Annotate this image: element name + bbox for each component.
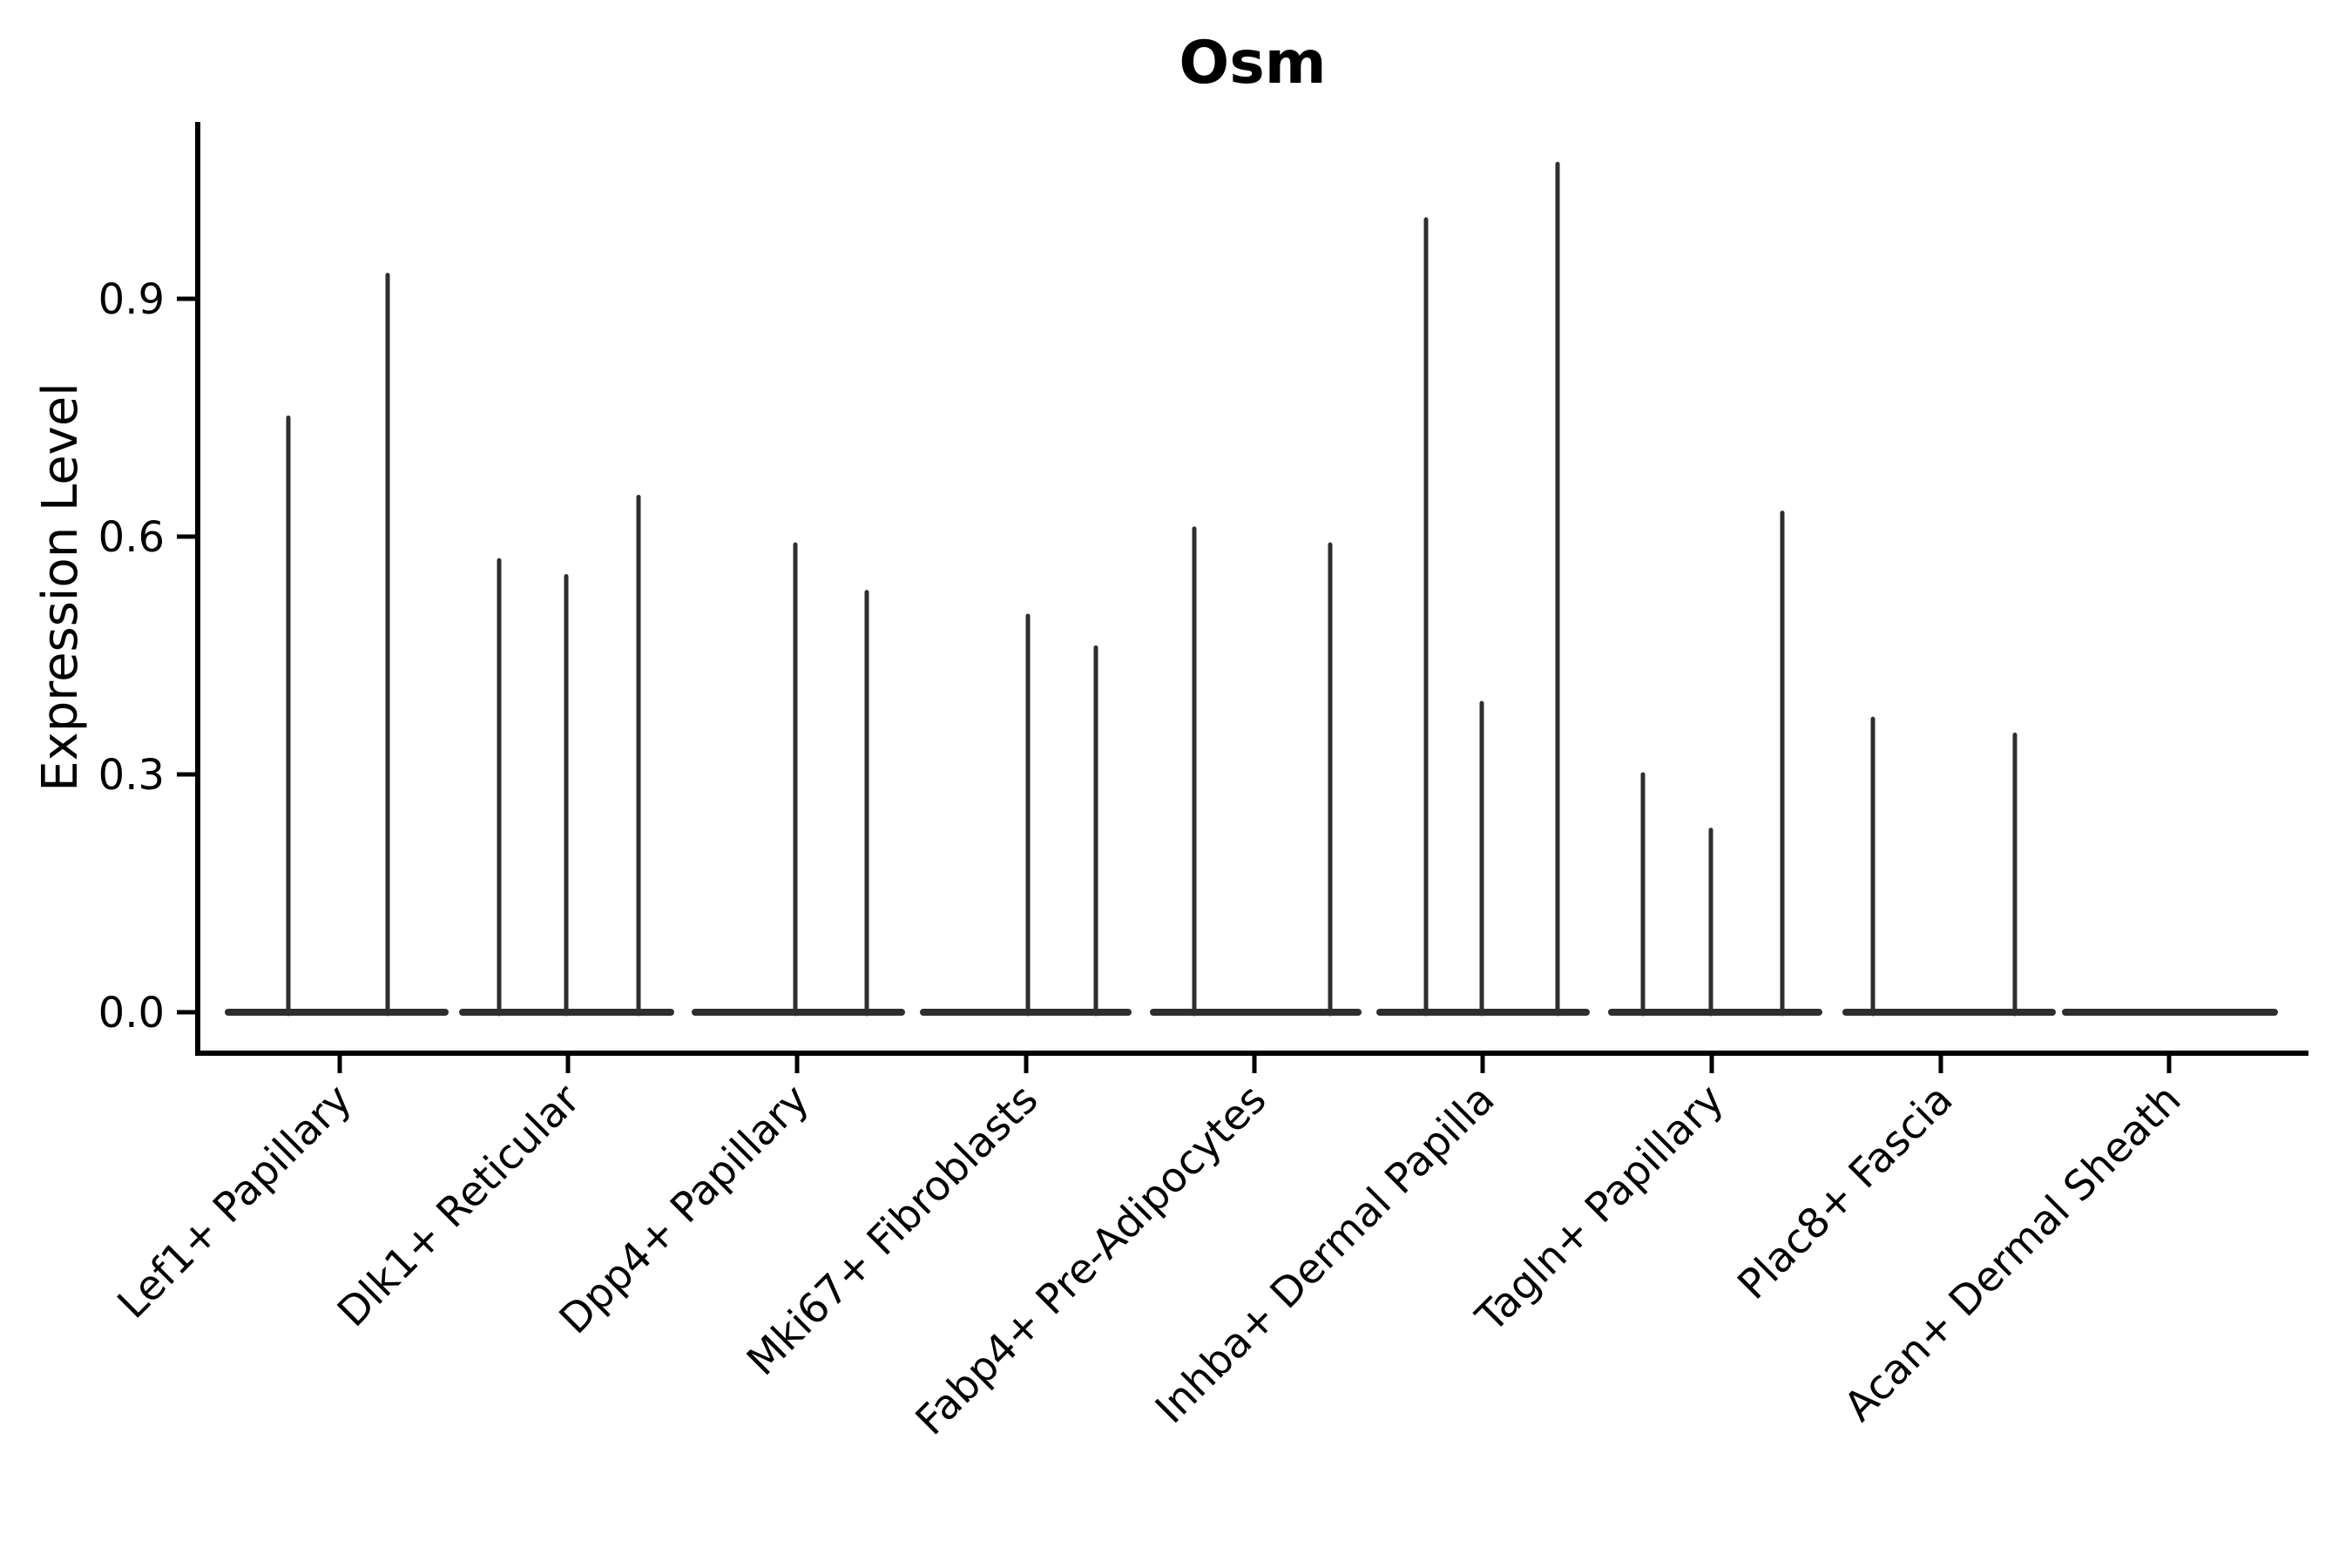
x-tick-label: Dpp4+ Papillary: [551, 1076, 819, 1344]
x-tick-label: Plac8+ Fascia: [1729, 1076, 1963, 1309]
y-axis-title: Expression Level: [32, 382, 89, 792]
axes-layer: [177, 122, 2308, 1073]
y-tick-label: 0.3: [98, 751, 165, 800]
x-tick-label: Dlk1+ Reticular: [328, 1075, 590, 1336]
y-tick-label: 0.9: [98, 275, 165, 324]
chart-title: Osm: [1179, 29, 1326, 98]
x-tick-label: Tagln+ Papillary: [1467, 1076, 1734, 1342]
y-tick-label: 0.6: [98, 513, 165, 562]
y-tick-label: 0.0: [98, 989, 165, 1037]
violins-layer: [225, 161, 2278, 1017]
x-tick-label: Lef1+ Papillary: [109, 1076, 362, 1328]
